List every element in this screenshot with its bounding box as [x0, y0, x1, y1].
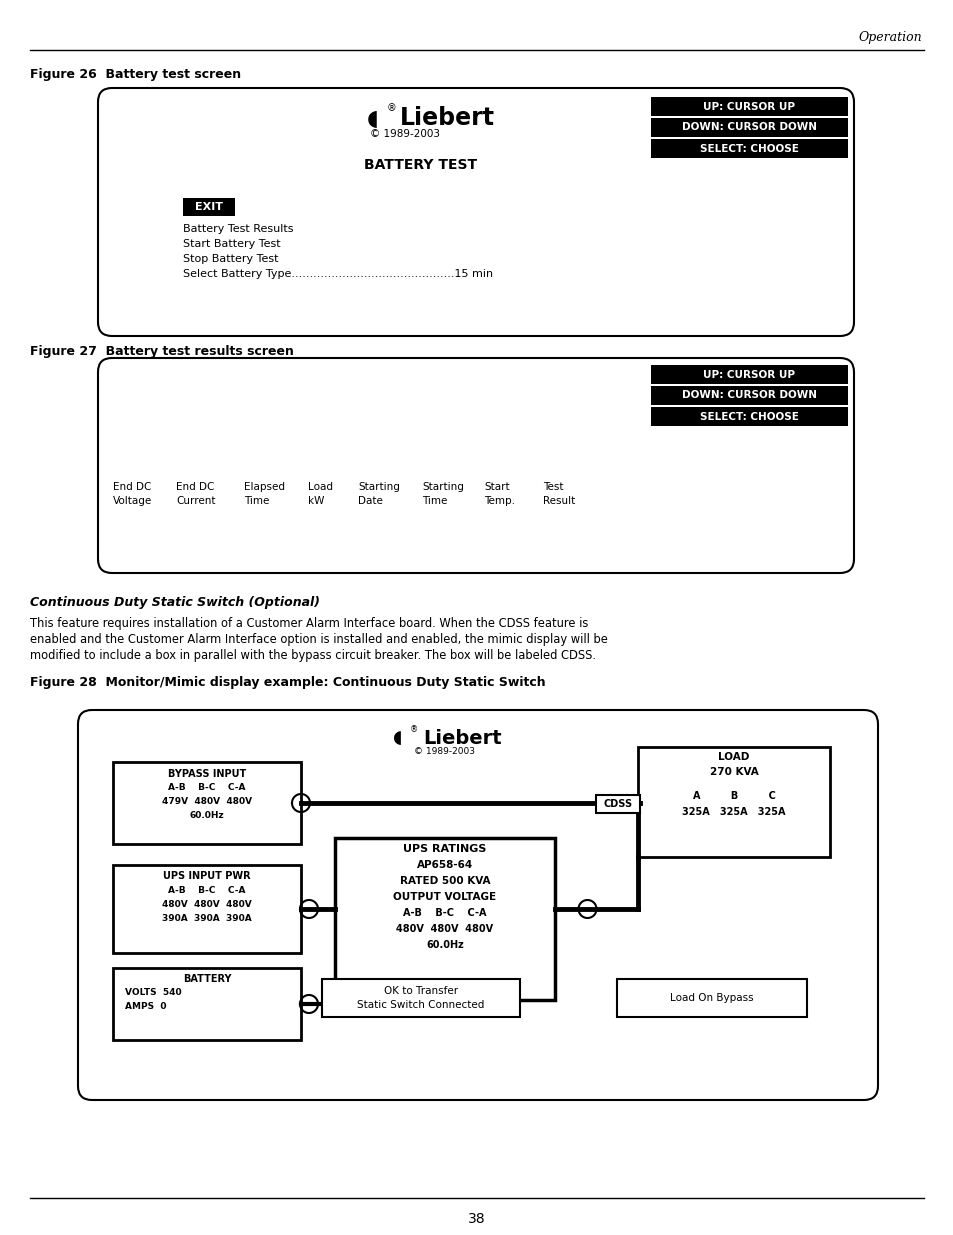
Text: BATTERY: BATTERY: [183, 974, 231, 984]
Text: UP: CURSOR UP: UP: CURSOR UP: [702, 369, 795, 379]
Bar: [112, 762, 301, 844]
Text: VOLTS  540: VOLTS 540: [125, 988, 181, 997]
Text: A         B         C: A B C: [692, 790, 775, 802]
Text: SELECT: CHOOSE: SELECT: CHOOSE: [700, 143, 798, 153]
Text: © 1989-2003: © 1989-2003: [414, 746, 475, 756]
Text: Temp.: Temp.: [483, 496, 515, 506]
Bar: [650, 387, 847, 405]
Text: BYPASS INPUT: BYPASS INPUT: [168, 769, 246, 779]
Text: Stop Battery Test: Stop Battery Test: [183, 254, 278, 264]
Text: End DC: End DC: [175, 482, 214, 492]
Text: Start: Start: [483, 482, 509, 492]
Text: 270 KVA: 270 KVA: [709, 767, 758, 777]
Text: Load On Bypass: Load On Bypass: [670, 993, 753, 1003]
Text: Voltage: Voltage: [112, 496, 152, 506]
Text: Figure 28  Monitor/Mimic display example: Continuous Duty Static Switch: Figure 28 Monitor/Mimic display example:…: [30, 676, 545, 689]
Text: Result: Result: [542, 496, 575, 506]
Text: A-B    B-C    C-A: A-B B-C C-A: [168, 885, 246, 895]
Bar: [617, 979, 806, 1016]
Text: Continuous Duty Static Switch (Optional): Continuous Duty Static Switch (Optional): [30, 597, 319, 609]
Text: Time: Time: [244, 496, 269, 506]
Bar: [650, 98, 847, 116]
Text: 60.0Hz: 60.0Hz: [426, 940, 463, 950]
Text: ◖: ◖: [367, 107, 378, 128]
Text: 390A  390A  390A: 390A 390A 390A: [162, 914, 252, 923]
Text: DOWN: CURSOR DOWN: DOWN: CURSOR DOWN: [681, 122, 816, 132]
Text: Time: Time: [421, 496, 447, 506]
Text: EXIT: EXIT: [194, 203, 223, 212]
Bar: [650, 140, 847, 158]
Text: Elapsed: Elapsed: [244, 482, 285, 492]
Text: ®: ®: [387, 103, 396, 112]
Bar: [183, 198, 234, 216]
Text: A-B    B-C    C-A: A-B B-C C-A: [168, 783, 246, 792]
Bar: [638, 747, 829, 857]
FancyBboxPatch shape: [98, 88, 853, 336]
Text: UPS RATINGS: UPS RATINGS: [403, 844, 486, 853]
Text: 480V  480V  480V: 480V 480V 480V: [396, 924, 493, 934]
Bar: [650, 408, 847, 426]
Text: Current: Current: [175, 496, 215, 506]
Text: BATTERY TEST: BATTERY TEST: [364, 158, 477, 172]
Text: Date: Date: [357, 496, 382, 506]
Text: 38: 38: [468, 1212, 485, 1226]
Text: AMPS  0: AMPS 0: [125, 1002, 167, 1011]
Text: DOWN: CURSOR DOWN: DOWN: CURSOR DOWN: [681, 390, 816, 400]
Text: © 1989-2003: © 1989-2003: [370, 128, 439, 140]
Text: RATED 500 KVA: RATED 500 KVA: [399, 876, 490, 885]
Text: Start Battery Test: Start Battery Test: [183, 240, 280, 249]
Bar: [596, 795, 639, 813]
Text: 480V  480V  480V: 480V 480V 480V: [162, 900, 252, 909]
Text: Starting: Starting: [357, 482, 399, 492]
Text: Load: Load: [308, 482, 333, 492]
Text: enabled and the Customer Alarm Interface option is installed and enabled, the mi: enabled and the Customer Alarm Interface…: [30, 634, 607, 646]
Text: Select Battery Type.............................................15 min: Select Battery Type.....................…: [183, 269, 493, 279]
Text: Static Switch Connected: Static Switch Connected: [357, 1000, 484, 1010]
Bar: [112, 864, 301, 953]
Text: OK to Transfer: OK to Transfer: [383, 986, 457, 995]
Text: AP658-64: AP658-64: [416, 860, 473, 869]
Text: A-B    B-C    C-A: A-B B-C C-A: [403, 908, 486, 918]
Text: 479V  480V  480V: 479V 480V 480V: [162, 797, 252, 806]
FancyBboxPatch shape: [78, 710, 877, 1100]
Text: ®: ®: [410, 725, 417, 735]
Text: modified to include a box in parallel with the bypass circuit breaker. The box w: modified to include a box in parallel wi…: [30, 650, 596, 662]
Text: Figure 27  Battery test results screen: Figure 27 Battery test results screen: [30, 345, 294, 358]
Bar: [650, 119, 847, 137]
Text: CDSS: CDSS: [603, 799, 632, 809]
Text: UPS INPUT PWR: UPS INPUT PWR: [163, 871, 251, 881]
Text: OUTPUT VOLTAGE: OUTPUT VOLTAGE: [393, 892, 497, 902]
Bar: [322, 979, 519, 1016]
Text: Test: Test: [542, 482, 563, 492]
FancyBboxPatch shape: [98, 358, 853, 573]
Text: SELECT: CHOOSE: SELECT: CHOOSE: [700, 411, 798, 421]
Text: Starting: Starting: [421, 482, 463, 492]
Text: This feature requires installation of a Customer Alarm Interface board. When the: This feature requires installation of a …: [30, 618, 588, 630]
Text: Liebert: Liebert: [422, 729, 501, 747]
Text: kW: kW: [308, 496, 324, 506]
Text: Figure 26  Battery test screen: Figure 26 Battery test screen: [30, 68, 241, 82]
Text: 60.0Hz: 60.0Hz: [190, 811, 224, 820]
Bar: [335, 839, 555, 1000]
Text: Liebert: Liebert: [399, 106, 495, 130]
Text: Battery Test Results: Battery Test Results: [183, 224, 294, 233]
Bar: [650, 366, 847, 384]
Text: LOAD: LOAD: [718, 752, 749, 762]
Text: UP: CURSOR UP: UP: CURSOR UP: [702, 101, 795, 111]
Text: Operation: Operation: [858, 31, 921, 44]
Bar: [112, 968, 301, 1040]
Text: 325A   325A   325A: 325A 325A 325A: [681, 806, 785, 818]
Text: End DC: End DC: [112, 482, 152, 492]
Text: ◖: ◖: [393, 729, 402, 747]
